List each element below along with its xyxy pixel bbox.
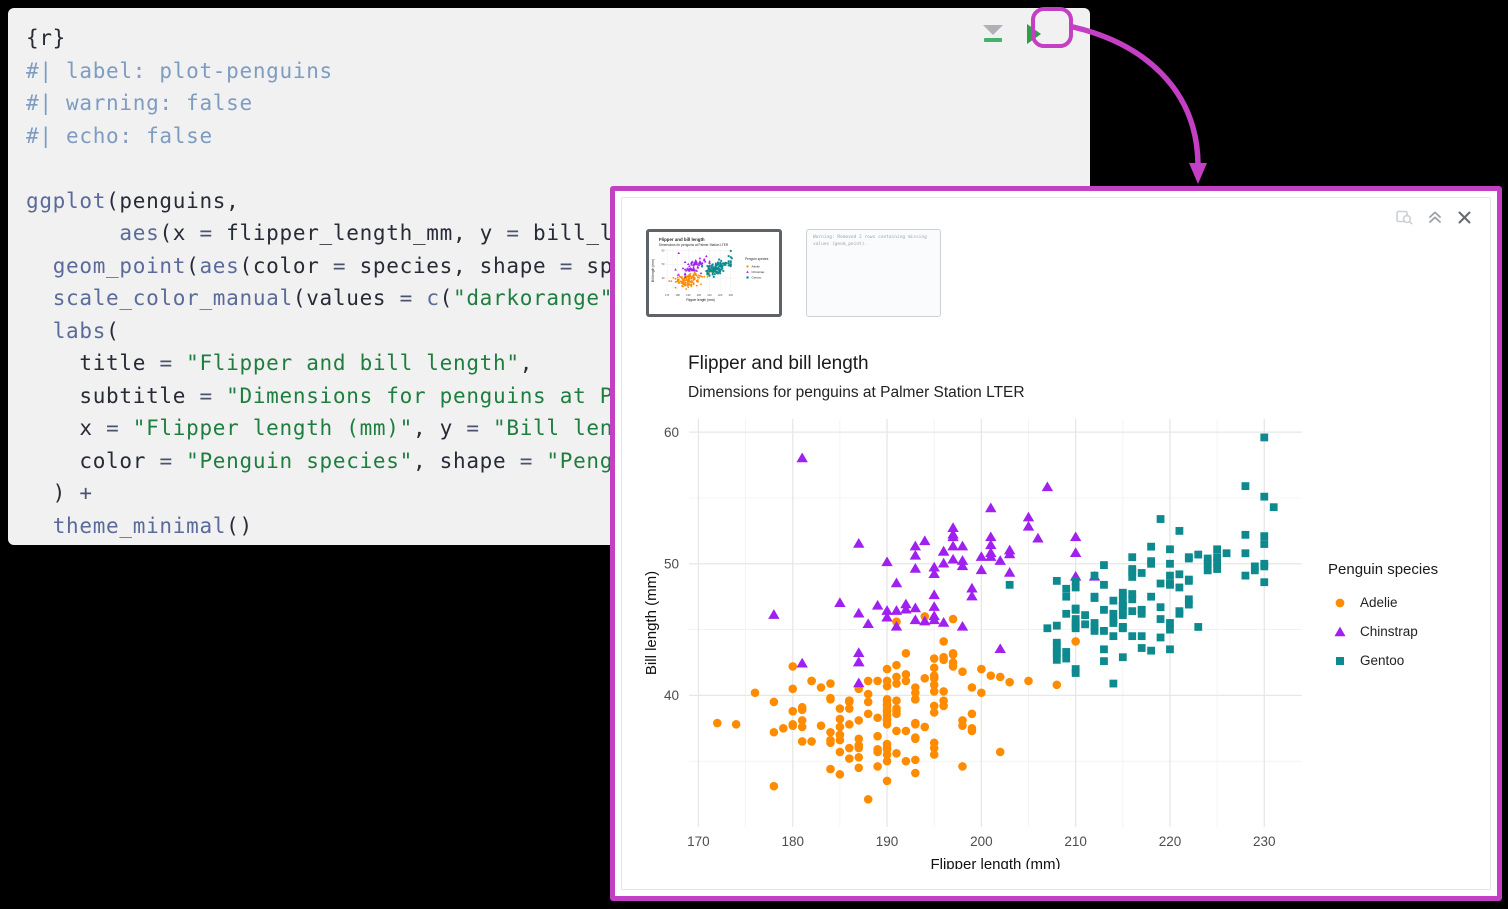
y-axis-title: Bill length (mm) xyxy=(643,571,660,675)
svg-text:50: 50 xyxy=(664,556,679,571)
svg-text:40: 40 xyxy=(664,688,679,703)
axis-tick-labels: 170 180 190 200 210 220 230 40 50 60 xyxy=(662,248,734,297)
plot-subtitle: Dimensions for penguins at Palmer Statio… xyxy=(688,384,1025,401)
legend-item-adelie: Adelie xyxy=(1328,588,1438,617)
code-line: ) + xyxy=(26,481,93,505)
code-line: ggplot(penguins, xyxy=(26,188,240,213)
output-thumbnail-plot[interactable]: 170 180 190 200 210 220 230 40 50 60 Flipper lengt… xyxy=(646,229,782,317)
svg-text:200: 200 xyxy=(697,293,702,297)
code-line: #| warning: false xyxy=(26,91,253,115)
svg-text:Chinstrap: Chinstrap xyxy=(752,270,765,274)
svg-text:190: 190 xyxy=(686,293,691,297)
code-line: {r} xyxy=(26,26,67,50)
code-line: theme_minimal() xyxy=(52,513,253,538)
svg-text:170: 170 xyxy=(665,293,670,297)
svg-text:60: 60 xyxy=(664,425,679,440)
series-gentoo xyxy=(701,249,733,278)
series-adelie xyxy=(668,268,711,290)
circle-key-glyph xyxy=(1335,598,1345,607)
triangle-key-glyph xyxy=(1334,626,1346,636)
svg-text:50: 50 xyxy=(662,262,665,266)
code-editor[interactable]: {r} #| label: plot-penguins #| warning: fa… xyxy=(8,8,1090,542)
plot-title: Flipper and bill length xyxy=(688,353,869,374)
series-chinstrap xyxy=(768,452,1101,688)
svg-text:40: 40 xyxy=(662,276,665,280)
code-line: color = "Penguin species", shape = "Peng… xyxy=(26,448,772,473)
chunk-output-popup: 170 180 190 200 210 220 230 40 50 60 Flipper lengt… xyxy=(610,186,1502,901)
warning-thumbnail-text: Warning: Removed 2 rows containing missi… xyxy=(813,235,927,247)
chunk-output-card: 170 180 190 200 210 220 230 40 50 60 Flipper lengt… xyxy=(621,197,1491,890)
series-adelie xyxy=(712,612,1080,804)
svg-text:220: 220 xyxy=(718,293,723,297)
output-thumbnail-warning[interactable]: Warning: Removed 2 rows containing missi… xyxy=(806,229,941,317)
collapse-output-icon[interactable] xyxy=(1427,209,1443,225)
svg-text:Adelie: Adelie xyxy=(752,265,761,269)
legend-item-label: Adelie xyxy=(1360,595,1398,610)
thumb-plot-title: Flipper and bill length xyxy=(659,237,705,242)
legend-items: Adelie Chinstrap Gentoo xyxy=(1328,588,1438,675)
code-line xyxy=(26,152,1090,185)
svg-text:220: 220 xyxy=(1159,834,1182,849)
legend-item-chinstrap: Chinstrap xyxy=(1328,617,1438,646)
output-toolbar xyxy=(1395,208,1472,226)
svg-text:230: 230 xyxy=(1253,834,1276,849)
close-output-icon[interactable] xyxy=(1457,210,1472,225)
thumb-plot-subtitle: Dimensions for penguins at Palmer Statio… xyxy=(659,243,729,247)
series-gentoo xyxy=(1005,433,1278,688)
code-line: #| echo: false xyxy=(26,123,213,148)
svg-text:180: 180 xyxy=(676,293,681,297)
svg-text:170: 170 xyxy=(687,834,710,849)
code-line: #| label: plot-penguins xyxy=(26,58,333,83)
gridlines xyxy=(666,249,735,292)
legend-item-label: Chinstrap xyxy=(1360,624,1418,639)
svg-text:Penguin species: Penguin species xyxy=(745,257,769,261)
svg-text:Gentoo: Gentoo xyxy=(752,276,762,280)
run-all-chunks-above-icon[interactable] xyxy=(980,22,1006,46)
open-in-window-icon[interactable] xyxy=(1395,208,1413,226)
axis-tick-labels: 170 180 190 200 210 220 230 40 50 60 xyxy=(664,425,1276,849)
code-line: labs( xyxy=(52,318,120,343)
svg-text:210: 210 xyxy=(707,293,712,297)
x-axis-title: Flipper length (mm) xyxy=(930,856,1060,869)
square-key-glyph xyxy=(1336,656,1344,665)
svg-text:210: 210 xyxy=(1064,834,1087,849)
y-axis-title: Bill length (mm) xyxy=(651,259,655,282)
scatter-plot: 170 180 190 200 210 220 230 40 50 60 Flipper lengt… xyxy=(643,419,1302,869)
code-line: title = "Flipper and bill length", xyxy=(26,351,534,375)
run-button-highlight xyxy=(1031,7,1073,48)
svg-text:200: 200 xyxy=(970,834,993,849)
svg-text:190: 190 xyxy=(876,834,899,849)
legend-title: Penguin species xyxy=(1328,561,1439,578)
x-axis-title: Flipper length (mm) xyxy=(686,298,715,302)
legend-item-gentoo: Gentoo xyxy=(1328,646,1438,675)
legend-item-label: Gentoo xyxy=(1360,653,1405,668)
plot-legend: Penguin species Adelie Chinstrap Gentoo xyxy=(1328,560,1438,675)
svg-text:180: 180 xyxy=(781,834,804,849)
gridlines xyxy=(689,419,1302,827)
svg-text:230: 230 xyxy=(729,293,734,297)
series-chinstrap xyxy=(674,251,713,278)
plot-thumbnail-chart: 170 180 190 200 210 220 230 40 50 60 Flipper lengt… xyxy=(651,237,769,302)
svg-text:60: 60 xyxy=(662,248,665,252)
